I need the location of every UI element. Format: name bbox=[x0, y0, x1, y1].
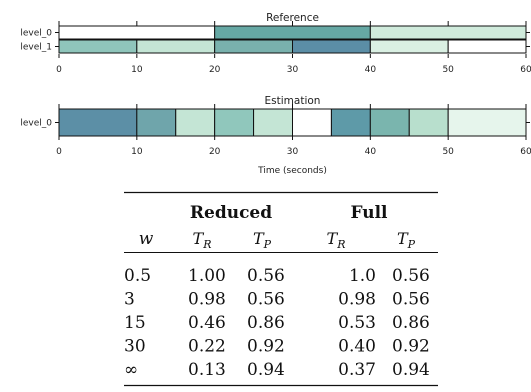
table-cell: 1.0 bbox=[349, 266, 376, 286]
table-group-header: Reduced bbox=[190, 203, 272, 223]
estimation-segment bbox=[447, 108, 527, 137]
table-col-header: TR bbox=[193, 229, 212, 251]
estimation-x-tick-label: 0 bbox=[56, 147, 62, 157]
reference-segment bbox=[214, 25, 371, 40]
reference-segment bbox=[447, 39, 527, 54]
estimation-segment bbox=[175, 108, 216, 137]
table-cell: 3 bbox=[124, 290, 135, 310]
table-cell: 0.46 bbox=[188, 313, 226, 333]
table-row: 3 0.98 0.56 0.98 0.56 bbox=[124, 290, 430, 310]
table-cell: 0.5 bbox=[124, 266, 151, 286]
reference-segment bbox=[58, 25, 216, 40]
reference-x-tick-label: 0 bbox=[56, 65, 62, 75]
table-cell: 0.86 bbox=[392, 313, 430, 333]
reference-row-label: level_1 bbox=[20, 43, 52, 53]
table-cell: 0.56 bbox=[247, 290, 285, 310]
reference-x-tick-label: 20 bbox=[209, 65, 221, 75]
estimation-segment bbox=[136, 108, 177, 137]
reference-segment bbox=[292, 39, 371, 54]
table-row: 30 0.22 0.92 0.40 0.92 bbox=[124, 337, 430, 357]
estimation-x-tick-label: 40 bbox=[365, 147, 377, 157]
table-col-header: TR bbox=[327, 229, 346, 251]
estimation-segment bbox=[58, 108, 138, 137]
reference-x-tick-label: 40 bbox=[365, 65, 377, 75]
reference-segment bbox=[369, 25, 527, 40]
table-cell: 0.94 bbox=[247, 360, 285, 380]
table-cell: 0.56 bbox=[392, 266, 430, 286]
estimation-x-tick-label: 50 bbox=[442, 147, 454, 157]
estimation-x-tick-label: 20 bbox=[209, 147, 221, 157]
reference-panel: Reference level_0 level_1 0 10 20 30 40 50 60 bbox=[20, 12, 531, 75]
table-row: 0.5 1.00 0.56 1.0 0.56 bbox=[124, 266, 430, 286]
estimation-row-label: level_0 bbox=[20, 119, 52, 129]
table-cell: 0.22 bbox=[188, 337, 226, 357]
estimation-segment bbox=[330, 108, 371, 137]
reference-title: Reference bbox=[266, 12, 319, 24]
reference-x-tick-label: 60 bbox=[520, 65, 531, 75]
estimation-segment bbox=[292, 108, 332, 137]
table-row: 15 0.46 0.86 0.53 0.86 bbox=[124, 313, 430, 333]
estimation-segment bbox=[369, 108, 410, 137]
table-cell: 1.00 bbox=[188, 266, 226, 286]
table-cell: 0.56 bbox=[392, 290, 430, 310]
reference-segment bbox=[58, 39, 138, 54]
reference-x-tick-label: 50 bbox=[442, 65, 454, 75]
table-cell: 0.92 bbox=[392, 337, 430, 357]
table-col-header: TP bbox=[397, 229, 416, 251]
table-cell: 0.98 bbox=[338, 290, 376, 310]
estimation-x-tick-label: 60 bbox=[520, 147, 531, 157]
reference-row-label: level_0 bbox=[20, 29, 52, 39]
estimation-panel: Estimation Time (seconds) level_0 0 10 20 30… bbox=[20, 95, 531, 176]
estimation-title: Estimation bbox=[265, 95, 321, 107]
estimation-segment bbox=[214, 108, 255, 137]
table-cell: 0.86 bbox=[247, 313, 285, 333]
reference-segment bbox=[136, 39, 216, 54]
table-cell: 0.53 bbox=[338, 313, 376, 333]
estimation-x-tick-label: 10 bbox=[131, 147, 143, 157]
table-cell: 0.98 bbox=[188, 290, 226, 310]
table-cell: 30 bbox=[124, 337, 146, 357]
table-cell: 0.40 bbox=[338, 337, 376, 357]
reference-x-tick-label: 10 bbox=[131, 65, 143, 75]
reference-segment bbox=[214, 39, 294, 54]
table-cell: 0.94 bbox=[392, 360, 430, 380]
table-group-header: Full bbox=[350, 203, 388, 223]
table-row: ∞ 0.13 0.94 0.37 0.94 bbox=[124, 360, 430, 380]
table-col-header: w bbox=[139, 229, 154, 249]
table-cell: 15 bbox=[124, 313, 146, 333]
table-cell: 0.92 bbox=[247, 337, 285, 357]
estimation-x-tick-label: 30 bbox=[287, 147, 299, 157]
table-cell: 0.56 bbox=[247, 266, 285, 286]
reference-segment bbox=[369, 39, 449, 54]
table-cell: 0.13 bbox=[188, 360, 226, 380]
table-cell: ∞ bbox=[124, 360, 138, 380]
estimation-segment bbox=[253, 108, 293, 137]
table-cell: 0.37 bbox=[338, 360, 376, 380]
estimation-xlabel: Time (seconds) bbox=[257, 166, 327, 176]
estimation-segment bbox=[408, 108, 449, 137]
reference-x-tick-label: 30 bbox=[287, 65, 299, 75]
table-col-header: TP bbox=[253, 229, 272, 251]
